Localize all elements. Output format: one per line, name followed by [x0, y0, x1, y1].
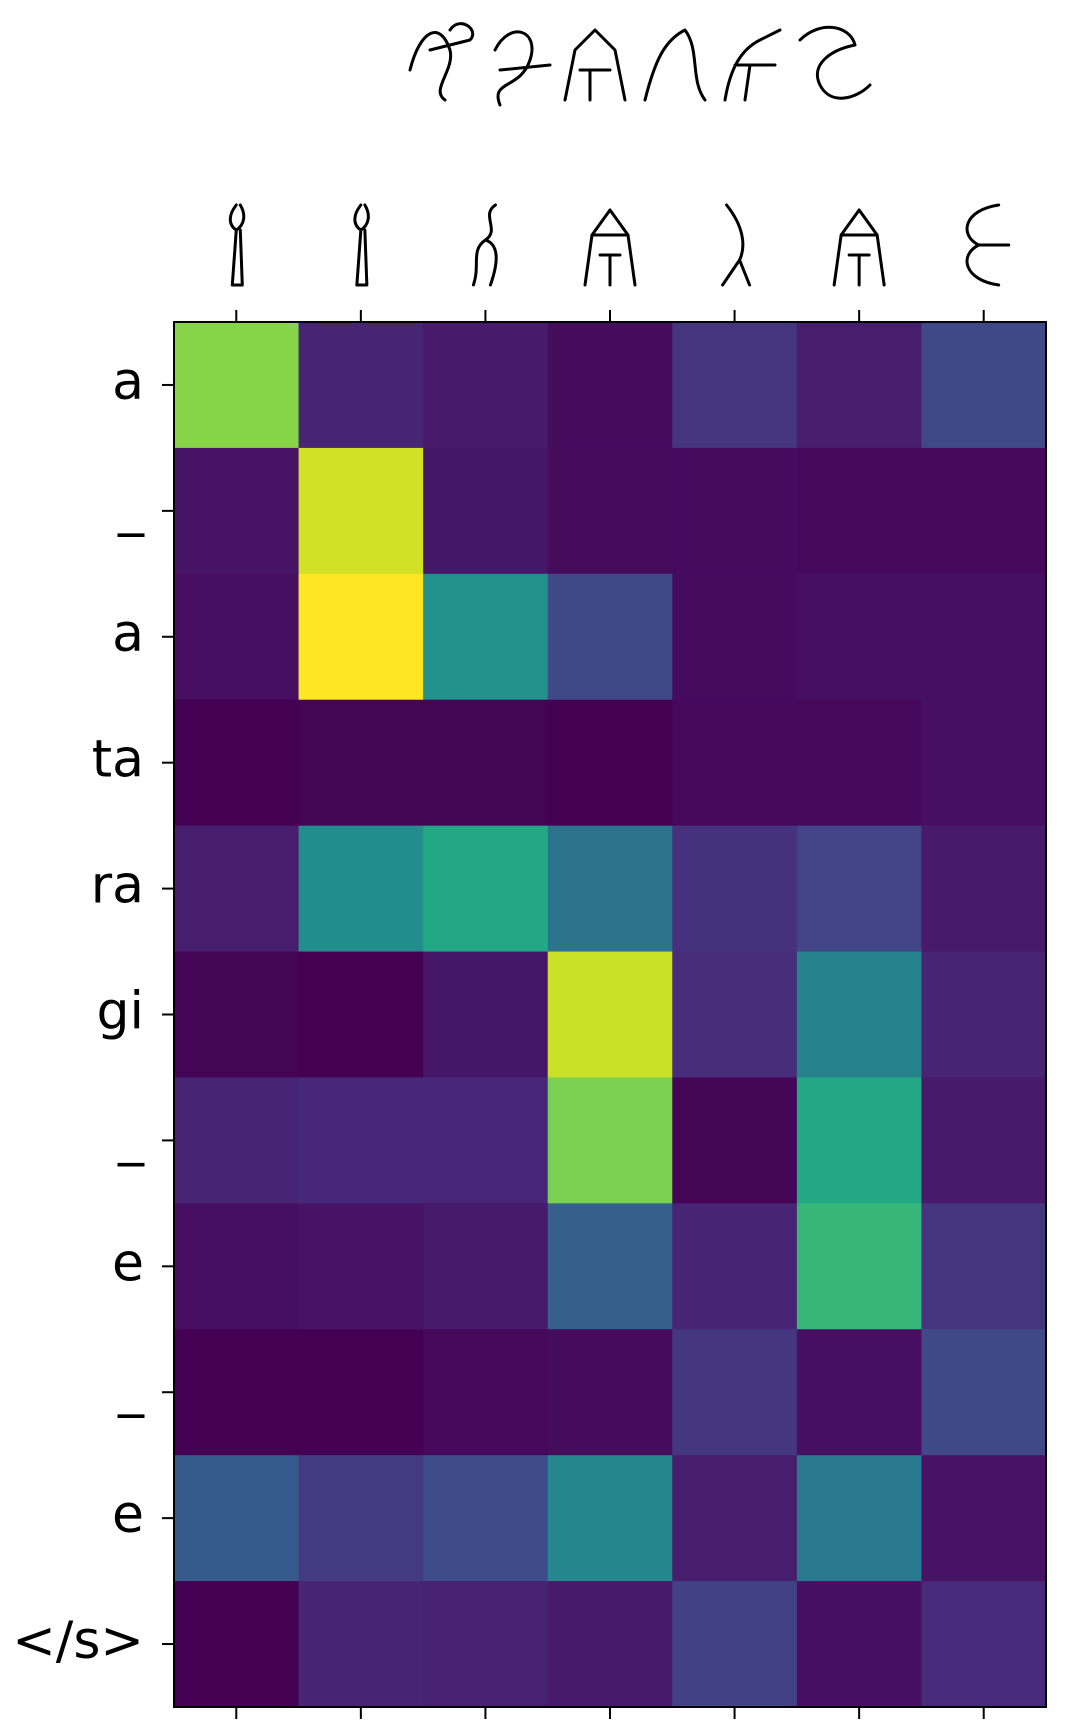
cell: [796, 951, 922, 1078]
cell: [174, 573, 300, 701]
cell: [796, 1581, 922, 1708]
cell: [423, 1203, 549, 1330]
cell: [547, 322, 673, 449]
cell: [672, 1077, 798, 1204]
cell: [796, 447, 922, 575]
cell: [298, 699, 424, 827]
cell: [423, 1581, 549, 1708]
x-glyph: [965, 203, 1011, 287]
cell: [547, 1329, 673, 1456]
cell: [298, 573, 424, 701]
x-glyph: [721, 203, 752, 287]
cell: [174, 1581, 300, 1708]
cell: [796, 1455, 922, 1582]
cell: [672, 1455, 798, 1582]
cell: [423, 447, 549, 575]
cell: [547, 447, 673, 575]
cell: [672, 1203, 798, 1330]
cell: [672, 1581, 798, 1708]
cell: [921, 1581, 1047, 1708]
cell: [796, 322, 922, 449]
cell: [921, 1329, 1047, 1456]
y-tick-label: gi: [97, 982, 144, 1042]
cell: [547, 699, 673, 827]
cell: [174, 322, 300, 449]
y-tick-label: </s>: [12, 1611, 144, 1671]
cell: [547, 825, 673, 953]
cell: [298, 1581, 424, 1708]
cell: [174, 1203, 300, 1330]
cell: [796, 1203, 922, 1330]
y-tick-label: e: [112, 1233, 144, 1293]
cell: [423, 1077, 549, 1204]
cell: [174, 825, 300, 953]
cell: [672, 699, 798, 827]
title-glyphs: [408, 22, 872, 107]
cell: [547, 1203, 673, 1330]
y-tick-label: a: [112, 604, 144, 664]
cell: [921, 951, 1047, 1078]
cell: [672, 322, 798, 449]
cell: [298, 951, 424, 1078]
cell: [921, 825, 1047, 953]
cell: [672, 447, 798, 575]
cell: [174, 447, 300, 575]
cell: [298, 1077, 424, 1204]
cell: [921, 322, 1047, 449]
cell: [672, 1329, 798, 1456]
x-glyph: [832, 208, 886, 287]
cell: [423, 322, 549, 449]
cell: [298, 1329, 424, 1456]
cell: [174, 1329, 300, 1456]
cell: [796, 1329, 922, 1456]
cell: [423, 1329, 549, 1456]
cell: [423, 825, 549, 953]
cell: [672, 951, 798, 1078]
cell: [921, 1077, 1047, 1204]
cell: [547, 1455, 673, 1582]
y-tick-label: e: [112, 1485, 144, 1545]
cell: [423, 1455, 549, 1582]
x-glyph: [583, 208, 637, 287]
cell: [921, 1455, 1047, 1582]
cell: [672, 573, 798, 701]
cell: [298, 1203, 424, 1330]
cell: [547, 1077, 673, 1204]
cell: [174, 951, 300, 1078]
cell: [796, 1077, 922, 1204]
cell: [298, 322, 424, 449]
y-tick-label: _: [117, 1107, 145, 1167]
cell: [298, 1455, 424, 1582]
cell: [174, 1455, 300, 1582]
y-tick-label: a: [112, 352, 144, 412]
x-glyph: [353, 203, 370, 287]
x-glyph: [228, 203, 246, 287]
cell: [796, 573, 922, 701]
cell: [423, 699, 549, 827]
cell: [547, 951, 673, 1078]
cell: [921, 1203, 1047, 1330]
x-glyph: [471, 203, 498, 287]
cell: [796, 699, 922, 827]
cell: [423, 951, 549, 1078]
cell: [921, 447, 1047, 575]
y-tick-label: ta: [92, 730, 144, 790]
cell: [796, 825, 922, 953]
cell: [672, 825, 798, 953]
cell: [547, 1581, 673, 1708]
cell: [298, 825, 424, 953]
cell: [174, 1077, 300, 1204]
cell: [423, 573, 549, 701]
cell: [921, 573, 1047, 701]
cell: [174, 699, 300, 827]
y-tick-label: ra: [91, 856, 144, 916]
cell: [298, 447, 424, 575]
y-tick-label: _: [117, 478, 145, 538]
y-tick-label: _: [117, 1359, 145, 1419]
cell: [547, 573, 673, 701]
cell: [921, 699, 1047, 827]
